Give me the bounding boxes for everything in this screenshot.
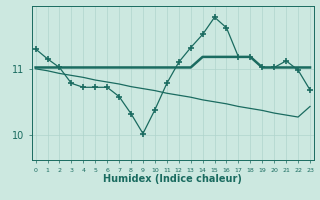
X-axis label: Humidex (Indice chaleur): Humidex (Indice chaleur) (103, 174, 242, 184)
